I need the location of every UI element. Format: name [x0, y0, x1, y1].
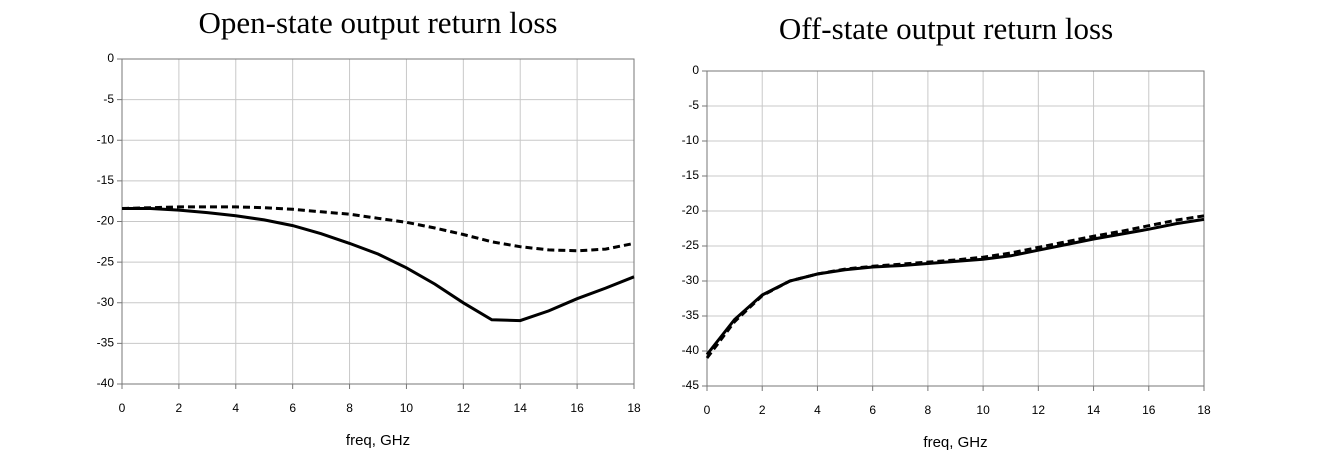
- x-axis-label: freq, GHz: [923, 434, 987, 451]
- y-tick-label: -5: [688, 98, 699, 112]
- x-tick-label: 10: [976, 403, 990, 417]
- data-line: [705, 214, 1205, 359]
- y-tick-label: -25: [97, 254, 115, 268]
- x-tick-label: 12: [457, 401, 471, 415]
- x-tick-label: 18: [1197, 403, 1211, 417]
- y-tick-label: -30: [682, 273, 700, 287]
- chart-title: Open-state output return loss: [198, 5, 557, 40]
- data-line: [122, 207, 635, 323]
- y-tick-label: -5: [103, 92, 114, 106]
- y-tick-label: -10: [682, 133, 700, 147]
- x-tick-label: 6: [869, 403, 876, 417]
- plot-frame: [121, 58, 635, 385]
- x-tick-label: 14: [1087, 403, 1101, 417]
- y-tick-label: 0: [107, 51, 114, 65]
- x-tick-label: 6: [289, 401, 296, 415]
- chart-title: Off-state output return loss: [779, 11, 1113, 46]
- y-tick-label: -40: [682, 343, 700, 357]
- x-tick-label: 14: [514, 401, 528, 415]
- x-axis-label: freq, GHz: [346, 432, 410, 449]
- x-tick-label: 16: [570, 401, 584, 415]
- y-tick-label: -30: [97, 295, 115, 309]
- y-tick-label: -10: [97, 132, 115, 146]
- x-tick-label: 18: [627, 401, 641, 415]
- y-tick-label: -20: [97, 214, 115, 228]
- data-line: [121, 205, 635, 253]
- y-tick-label: -15: [682, 168, 700, 182]
- y-tick-label: -35: [682, 308, 700, 322]
- x-tick-label: 0: [704, 403, 711, 417]
- x-tick-label: 2: [759, 403, 766, 417]
- y-tick-label: -15: [97, 173, 115, 187]
- y-tick-label: -25: [682, 238, 700, 252]
- x-tick-label: 2: [176, 401, 183, 415]
- x-tick-label: 4: [814, 403, 821, 417]
- y-tick-label: -45: [682, 378, 700, 392]
- x-tick-label: 8: [346, 401, 353, 415]
- x-tick-label: 12: [1032, 403, 1046, 417]
- y-tick-label: -20: [682, 203, 700, 217]
- y-tick-label: -40: [97, 376, 115, 390]
- x-tick-label: 8: [925, 403, 932, 417]
- y-tick-label: 0: [692, 63, 699, 77]
- y-tick-label: -35: [97, 336, 115, 350]
- x-tick-label: 0: [119, 401, 126, 415]
- x-tick-label: 16: [1142, 403, 1156, 417]
- plot-frame: [706, 70, 1205, 387]
- x-tick-label: 10: [400, 401, 414, 415]
- x-tick-label: 4: [232, 401, 239, 415]
